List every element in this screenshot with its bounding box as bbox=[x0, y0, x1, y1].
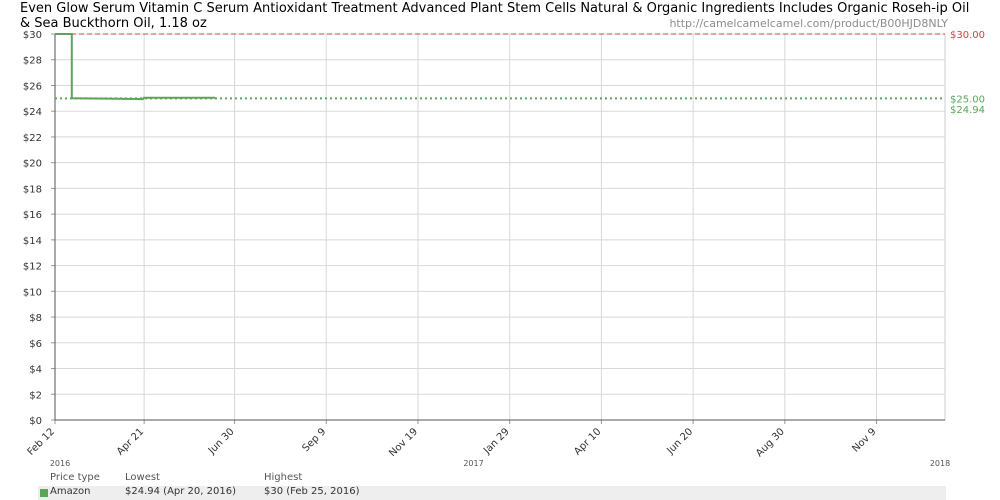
year-label: 2018 bbox=[930, 459, 950, 468]
x-tick-label: Feb 12 bbox=[26, 426, 58, 458]
current-price-label: $24.94 bbox=[950, 105, 985, 116]
x-tick-label: Apr 10 bbox=[572, 426, 603, 457]
x-tick-label: Sep 9 bbox=[301, 426, 329, 454]
y-axis-labels: $0 $2 $4 $6 $8 $10 $12 $14 $16 $18 $20 $22 $24 $26 $28… bbox=[23, 30, 42, 427]
y-tick-label: $6 bbox=[29, 339, 42, 350]
y-tick-label: $22 bbox=[23, 133, 42, 144]
grid-lines bbox=[51, 33, 946, 424]
reference-label: $30.00 bbox=[950, 30, 985, 41]
legend-lowest-value: $24.94 (Apr 20, 2016) bbox=[125, 486, 236, 497]
series-layer bbox=[55, 33, 216, 101]
legend-header-row: Price type Lowest Highest bbox=[38, 472, 946, 486]
y-tick-label: $10 bbox=[23, 287, 42, 298]
series-line-amazon bbox=[55, 33, 216, 101]
y-tick-label: $30 bbox=[23, 30, 42, 41]
reference-lines: $30.00 $25.00$24.94 bbox=[55, 30, 985, 116]
plot-area bbox=[54, 33, 946, 421]
legend-header-lowest: Lowest bbox=[125, 472, 160, 483]
x-tick-label: Aug 30 bbox=[754, 426, 787, 459]
y-tick-label: $18 bbox=[23, 184, 42, 195]
legend-header-price-type: Price type bbox=[50, 472, 100, 483]
x-axis-labels: Feb 12 Apr 21 Jun 30 Sep 9 Nov 19 Jan 29 Apr 1… bbox=[26, 426, 951, 468]
legend-header-highest: Highest bbox=[264, 472, 303, 483]
x-tick-label: Jun 30 bbox=[206, 426, 237, 457]
legend-highest-value: $30 (Feb 25, 2016) bbox=[264, 486, 360, 497]
y-tick-label: $4 bbox=[29, 365, 42, 376]
chart-title: Even Glow Serum Vitamin C Serum Antioxid… bbox=[20, 1, 970, 31]
x-tick-label: Nov 19 bbox=[387, 426, 420, 459]
x-tick-label: Jan 29 bbox=[481, 426, 512, 457]
x-tick-label: Apr 21 bbox=[115, 426, 146, 457]
reference-label: $25.00 bbox=[950, 94, 985, 105]
y-tick-label: $16 bbox=[23, 210, 42, 221]
year-label: 2017 bbox=[463, 459, 483, 468]
y-tick-label: $0 bbox=[29, 416, 42, 427]
y-tick-label: $14 bbox=[23, 236, 42, 247]
legend-row-amazon: Amazon $24.94 (Apr 20, 2016) $30 (Feb 25… bbox=[38, 486, 946, 500]
y-tick-label: $12 bbox=[23, 262, 42, 273]
source-url[interactable]: http://camelcamelcamel.com/product/B00HJ… bbox=[669, 17, 948, 30]
x-tick-label: Nov 9 bbox=[850, 426, 878, 454]
y-tick-label: $28 bbox=[23, 56, 42, 67]
amazon-color-swatch bbox=[40, 489, 48, 497]
y-tick-label: $20 bbox=[23, 159, 42, 170]
y-tick-label: $2 bbox=[29, 390, 42, 401]
price-legend-table: Price type Lowest Highest Amazon $24.94 … bbox=[38, 472, 946, 500]
legend-series-name: Amazon bbox=[50, 486, 91, 497]
y-tick-label: $26 bbox=[23, 81, 42, 92]
year-label: 2016 bbox=[50, 459, 70, 468]
y-tick-label: $24 bbox=[23, 107, 42, 118]
x-tick-label: Jun 20 bbox=[664, 426, 695, 457]
y-tick-label: $8 bbox=[29, 313, 42, 324]
